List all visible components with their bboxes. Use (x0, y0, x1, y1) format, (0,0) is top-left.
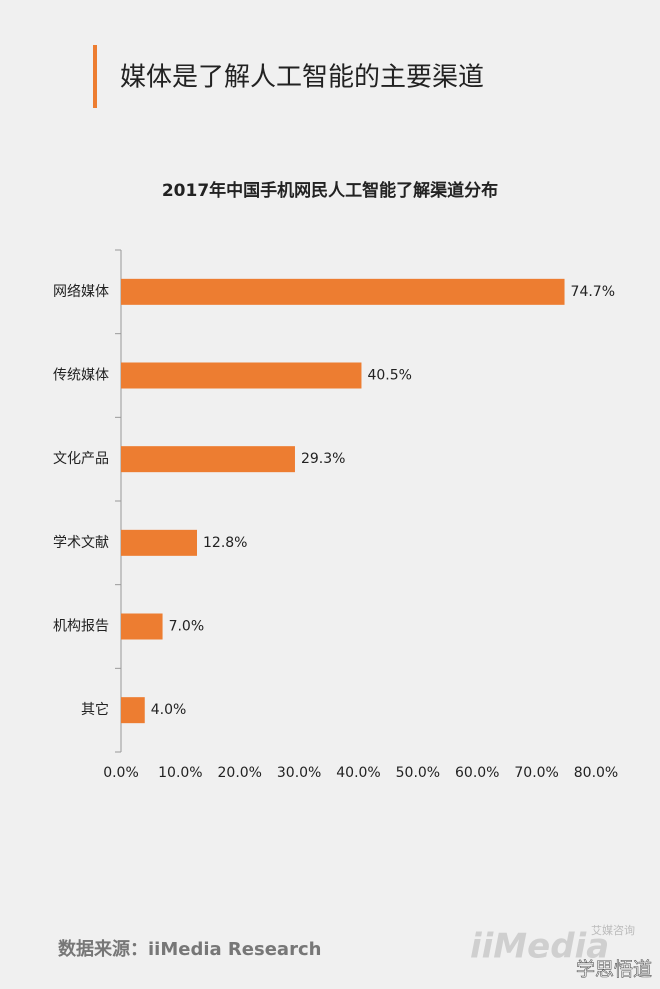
value-label: 12.8% (203, 535, 247, 551)
bar (121, 529, 197, 556)
page-title: 媒体是了解人工智能的主要渠道 (120, 63, 484, 93)
value-label: 29.3% (301, 451, 345, 467)
bar (121, 362, 362, 389)
y-tick-label: 机构报告 (53, 619, 109, 635)
x-tick-label: 30.0% (277, 765, 321, 781)
value-label: 74.7% (571, 284, 615, 300)
chart-title: 2017年中国手机网民人工智能了解渠道分布 (162, 180, 498, 201)
logo: iiMedia (470, 927, 609, 967)
x-tick-label: 20.0% (218, 765, 262, 781)
bar (121, 278, 565, 305)
x-tick-label: 80.0% (574, 765, 618, 781)
x-tick-label: 0.0% (103, 765, 139, 781)
y-tick-label: 网络媒体 (53, 284, 109, 300)
bar (121, 697, 145, 724)
value-label: 4.0% (151, 702, 187, 718)
bar (121, 613, 163, 640)
logo-sub: 艾媒咨询 (591, 923, 635, 937)
source: 数据来源：iiMedia Research (58, 938, 321, 960)
value-label: 7.0% (169, 619, 205, 635)
y-tick-label: 其它 (81, 701, 109, 718)
x-tick-label: 10.0% (158, 765, 202, 781)
title-accent (93, 45, 97, 108)
bar (121, 446, 295, 473)
y-tick-label: 文化产品 (53, 451, 109, 467)
account: 学思悟道 (576, 959, 652, 981)
x-tick-label: 50.0% (396, 765, 440, 781)
y-tick-label: 学术文献 (53, 535, 109, 551)
value-label: 40.5% (367, 368, 411, 384)
x-tick-label: 60.0% (455, 765, 499, 781)
x-tick-label: 40.0% (336, 765, 380, 781)
x-tick-label: 70.0% (514, 765, 558, 781)
y-tick-label: 传统媒体 (53, 368, 109, 384)
